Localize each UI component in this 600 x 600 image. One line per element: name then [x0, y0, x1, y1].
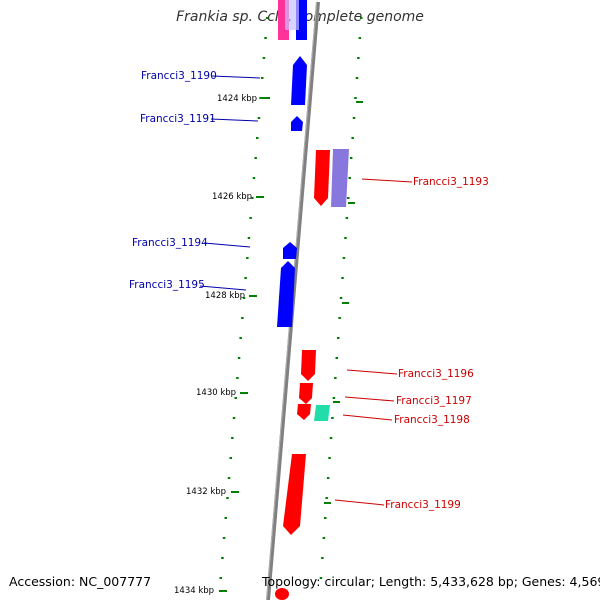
- gene-label-francci3-1191[interactable]: Francci3_1191: [140, 113, 216, 125]
- gene-label-francci3-1195[interactable]: Francci3_1195: [129, 279, 205, 291]
- gene-label-francci3-1194[interactable]: Francci3_1194: [132, 237, 208, 249]
- gene-francci3-1198-arrow[interactable]: [297, 404, 311, 420]
- red-feature-bottom[interactable]: [275, 588, 289, 600]
- gene-label-francci3-1196[interactable]: Francci3_1196: [398, 368, 474, 380]
- pink-feature-top[interactable]: [278, 0, 289, 40]
- minor-ticks: [219, 17, 363, 579]
- gene-label-francci3-1198[interactable]: Francci3_1198: [394, 414, 470, 426]
- gene-francci3-1191-arrow[interactable]: [291, 116, 303, 131]
- gene-francci3-1196-arrow[interactable]: [301, 350, 316, 381]
- gene-label-leader: [346, 369, 398, 375]
- tick-label-1424: 1424 kbp: [217, 94, 257, 104]
- gene-label-francci3-1199[interactable]: Francci3_1199: [385, 499, 461, 511]
- gene-label-leader: [211, 75, 261, 79]
- tick-label-1434: 1434 kbp: [174, 586, 214, 596]
- tick-label-1426: 1426 kbp: [212, 192, 252, 202]
- lavender-feature-top[interactable]: [285, 0, 299, 30]
- gene-label-leader: [334, 499, 385, 506]
- gene-label-leader: [203, 242, 251, 248]
- tick-label-1428: 1428 kbp: [205, 291, 245, 301]
- gene-francci3-1190-arrow[interactable]: [291, 56, 307, 105]
- tick-label-1432: 1432 kbp: [186, 487, 226, 497]
- accession-label: Accession: NC_007777: [9, 574, 152, 589]
- gene-francci3-1193-arrow[interactable]: [314, 150, 330, 206]
- gene-label-leader: [361, 178, 413, 183]
- gene-label-leader: [344, 396, 395, 402]
- gene-francci3-1199-arrow[interactable]: [283, 454, 306, 535]
- gene-francci3-1197-arrow[interactable]: [299, 383, 313, 404]
- gene-label-francci3-1193[interactable]: Francci3_1193: [413, 176, 489, 188]
- gene-label-francci3-1197[interactable]: Francci3_1197: [396, 395, 472, 407]
- gene-francci3-1194-arrow[interactable]: [283, 242, 297, 259]
- tick-label-1430: 1430 kbp: [196, 388, 236, 398]
- gene-label-leader: [342, 414, 393, 421]
- gene-label-leader: [210, 118, 259, 122]
- gene-label-francci3-1190[interactable]: Francci3_1190: [141, 70, 217, 82]
- genome-summary: Topology: circular; Length: 5,433,628 bp…: [262, 574, 600, 589]
- gene-francci3-1193b-feature[interactable]: [331, 149, 349, 207]
- blue-feature-top[interactable]: [296, 0, 307, 40]
- gene-francci3-1198b-feature[interactable]: [314, 405, 330, 421]
- gene-francci3-1195-arrow[interactable]: [277, 261, 295, 327]
- gene-label-leader: [199, 285, 247, 291]
